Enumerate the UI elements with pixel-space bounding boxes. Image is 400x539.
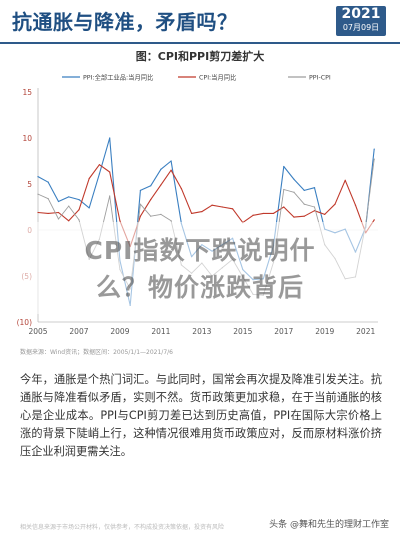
data-point: [191, 212, 193, 215]
data-point: [373, 158, 375, 160]
data-point: [334, 203, 336, 205]
date-badge: 2021 07月09日: [336, 6, 386, 36]
data-point: [37, 193, 39, 195]
data-point: [170, 169, 172, 171]
y-tick-label: 10: [22, 134, 32, 143]
chart-title: 图：CPI和PPI剪刀差扩大: [135, 50, 265, 63]
data-point: [313, 210, 316, 212]
data-point: [160, 184, 162, 186]
legend-label: PPI:全部工业品:当月同比: [83, 73, 153, 82]
data-point: [37, 211, 39, 214]
x-tick-label: 2009: [110, 327, 129, 336]
data-point: [150, 185, 152, 187]
data-point: [98, 173, 101, 175]
data-point: [150, 215, 152, 217]
data-point: [231, 208, 234, 210]
data-point: [139, 203, 142, 205]
data-point: [303, 215, 305, 217]
data-point: [150, 199, 152, 201]
body-paragraph: 今年，通胀是个热门词汇。与此同时，国常会再次提及降准引发关注。抗通胀与降准看似矛…: [20, 373, 382, 458]
date-month-day: 07月09日: [342, 23, 380, 32]
data-point: [344, 179, 346, 181]
y-tick-label: 15: [22, 88, 32, 97]
data-point: [170, 220, 172, 222]
data-point: [78, 199, 80, 201]
data-point: [252, 214, 254, 216]
data-point: [293, 178, 295, 180]
data-point: [109, 171, 111, 173]
legend-label: PPI-CPI: [309, 75, 331, 82]
data-point: [313, 206, 316, 208]
data-point: [47, 198, 49, 200]
data-point: [201, 211, 203, 213]
x-tick-label: 2005: [28, 327, 47, 336]
data-point: [88, 177, 90, 180]
x-tick-label: 2021: [356, 327, 375, 336]
data-point: [221, 206, 223, 208]
data-point: [180, 188, 182, 190]
data-point: [303, 203, 305, 205]
line-chart: 151050(5)(10)200520072009201120132015201…: [17, 73, 378, 336]
overlay-caption: CPI指数下跌说明什 么？物价涨跌背后: [0, 232, 400, 306]
series-line: [37, 164, 375, 248]
data-point: [211, 204, 213, 206]
x-tick-label: 2015: [233, 327, 252, 336]
data-point: [88, 207, 90, 209]
data-point: [324, 213, 326, 215]
watermark: 头条 @舞和先生的理财工作室: [266, 516, 392, 531]
y-tick-label: (10): [17, 318, 32, 327]
overlay-line-2: 么？物价涨跌背后: [95, 273, 304, 302]
data-point: [109, 195, 111, 197]
data-point: [98, 164, 101, 166]
data-point: [139, 215, 142, 217]
data-point: [283, 188, 285, 191]
data-point: [57, 200, 60, 203]
x-tick-label: 2007: [69, 327, 88, 336]
x-tick-label: 2019: [315, 327, 334, 336]
overlay-band: [0, 222, 400, 314]
data-point: [109, 137, 111, 139]
data-point: [160, 168, 162, 170]
source-note: 数据来源：Wind资讯；数据区间：2005/1/1—2021/7/6: [20, 349, 173, 356]
data-point: [47, 181, 49, 183]
headline: 抗通胀与降准，矛盾吗？: [12, 10, 238, 34]
legend-label: CPI:当月同比: [199, 73, 236, 82]
data-point: [262, 212, 264, 215]
data-point: [139, 189, 142, 192]
data-point: [170, 160, 172, 162]
data-point: [283, 206, 285, 208]
data-point: [57, 218, 60, 220]
data-point: [37, 176, 39, 178]
data-point: [57, 211, 60, 214]
overlay-line-1: CPI指数下跌说明什: [84, 236, 316, 265]
data-point: [373, 148, 375, 150]
header-banner: 抗通胀与降准，矛盾吗？ 2021 07月09日: [0, 0, 400, 44]
data-point: [354, 204, 357, 206]
y-tick-label: 5: [27, 180, 32, 189]
data-point: [160, 213, 162, 215]
data-point: [119, 220, 121, 222]
data-point: [47, 212, 49, 215]
data-point: [303, 189, 305, 192]
x-tick-label: 2013: [192, 327, 211, 336]
x-tick-label: 2017: [274, 327, 293, 336]
date-year: 2021: [341, 6, 381, 22]
data-point: [293, 191, 295, 193]
disclaimer: 相关信息来源于市场公开材料，仅供参考，不构成投资决策依据，投资有风险: [20, 524, 225, 531]
data-point: [272, 212, 275, 215]
data-point: [283, 165, 285, 168]
data-point: [68, 196, 70, 198]
data-point: [293, 216, 295, 218]
data-point: [68, 220, 70, 222]
data-point: [313, 187, 316, 189]
data-point: [78, 209, 80, 211]
data-point: [68, 205, 70, 207]
data-point: [78, 219, 80, 221]
x-tick-label: 2011: [151, 327, 170, 336]
data-point: [373, 219, 375, 221]
